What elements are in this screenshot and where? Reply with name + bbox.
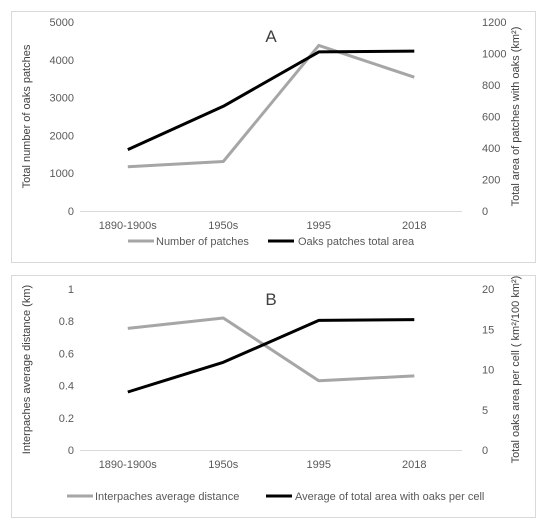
y-left-tick-label: 0.4: [59, 381, 74, 393]
y-right-tick-label: 0: [482, 445, 488, 457]
y-left-tick-label: 5000: [50, 17, 74, 29]
legend-label: Interpaches average distance: [95, 491, 239, 503]
x-tick-label: 2018: [402, 459, 426, 471]
panel-frame: [11, 11, 536, 263]
y-right-axis-title: Total oaks area per cell ( km²/100 km²): [510, 276, 522, 464]
panel-frame: [11, 275, 536, 518]
y-left-tick-label: 0.8: [59, 316, 74, 328]
legend-label: Average of total area with oaks per cell: [295, 491, 484, 503]
y-right-tick-label: 10: [482, 365, 494, 377]
y-left-tick-label: 0.2: [59, 413, 74, 425]
y-left-tick-label: 0.6: [59, 348, 74, 360]
y-right-tick-label: 600: [482, 112, 500, 124]
y-left-tick-label: 1: [68, 284, 74, 296]
y-right-tick-label: 0: [482, 206, 488, 218]
panel-label: B: [265, 290, 276, 309]
series-line-1: [127, 43, 415, 169]
y-left-tick-label: 0: [68, 206, 74, 218]
y-right-axis-title: Total area of patches with oaks (km²): [510, 27, 522, 207]
x-tick-label: 1995: [307, 459, 331, 471]
y-left-axis-title: Total number of oaks patches: [21, 44, 33, 188]
x-tick-label: 1890-1900s: [99, 220, 158, 232]
x-tick-label: 1890-1900s: [99, 459, 158, 471]
y-right-tick-label: 20: [482, 284, 494, 296]
y-right-tick-label: 400: [482, 143, 500, 155]
series-line-2: [127, 49, 415, 151]
y-right-tick-label: 15: [482, 324, 494, 336]
x-tick-label: 1950s: [208, 220, 238, 232]
panel-label: A: [265, 27, 277, 46]
y-right-tick-label: 5: [482, 405, 488, 417]
y-left-tick-label: 3000: [50, 93, 74, 105]
legend-label: Number of patches: [156, 236, 249, 248]
y-left-tick-label: 2000: [50, 130, 74, 142]
y-right-tick-label: 200: [482, 175, 500, 187]
y-left-tick-label: 1000: [50, 168, 74, 180]
series-line-1: [127, 316, 415, 383]
x-tick-label: 2018: [402, 220, 426, 232]
y-right-tick-label: 1200: [482, 17, 506, 29]
legend-label: Oaks patches total area: [298, 236, 415, 248]
y-right-tick-label: 1000: [482, 49, 506, 61]
y-right-tick-label: 800: [482, 80, 500, 92]
series-line-2: [127, 318, 415, 394]
y-left-tick-label: 4000: [50, 55, 74, 67]
y-left-tick-label: 0: [68, 445, 74, 457]
y-left-axis-title: Interpaches average distance (km): [21, 285, 33, 454]
chart-panel-a: 0 1000 2000 3000 4000 5000 0 200 400 600 800 1000 12…: [11, 11, 536, 263]
x-tick-label: 1950s: [208, 459, 238, 471]
x-tick-label: 1995: [307, 220, 331, 232]
